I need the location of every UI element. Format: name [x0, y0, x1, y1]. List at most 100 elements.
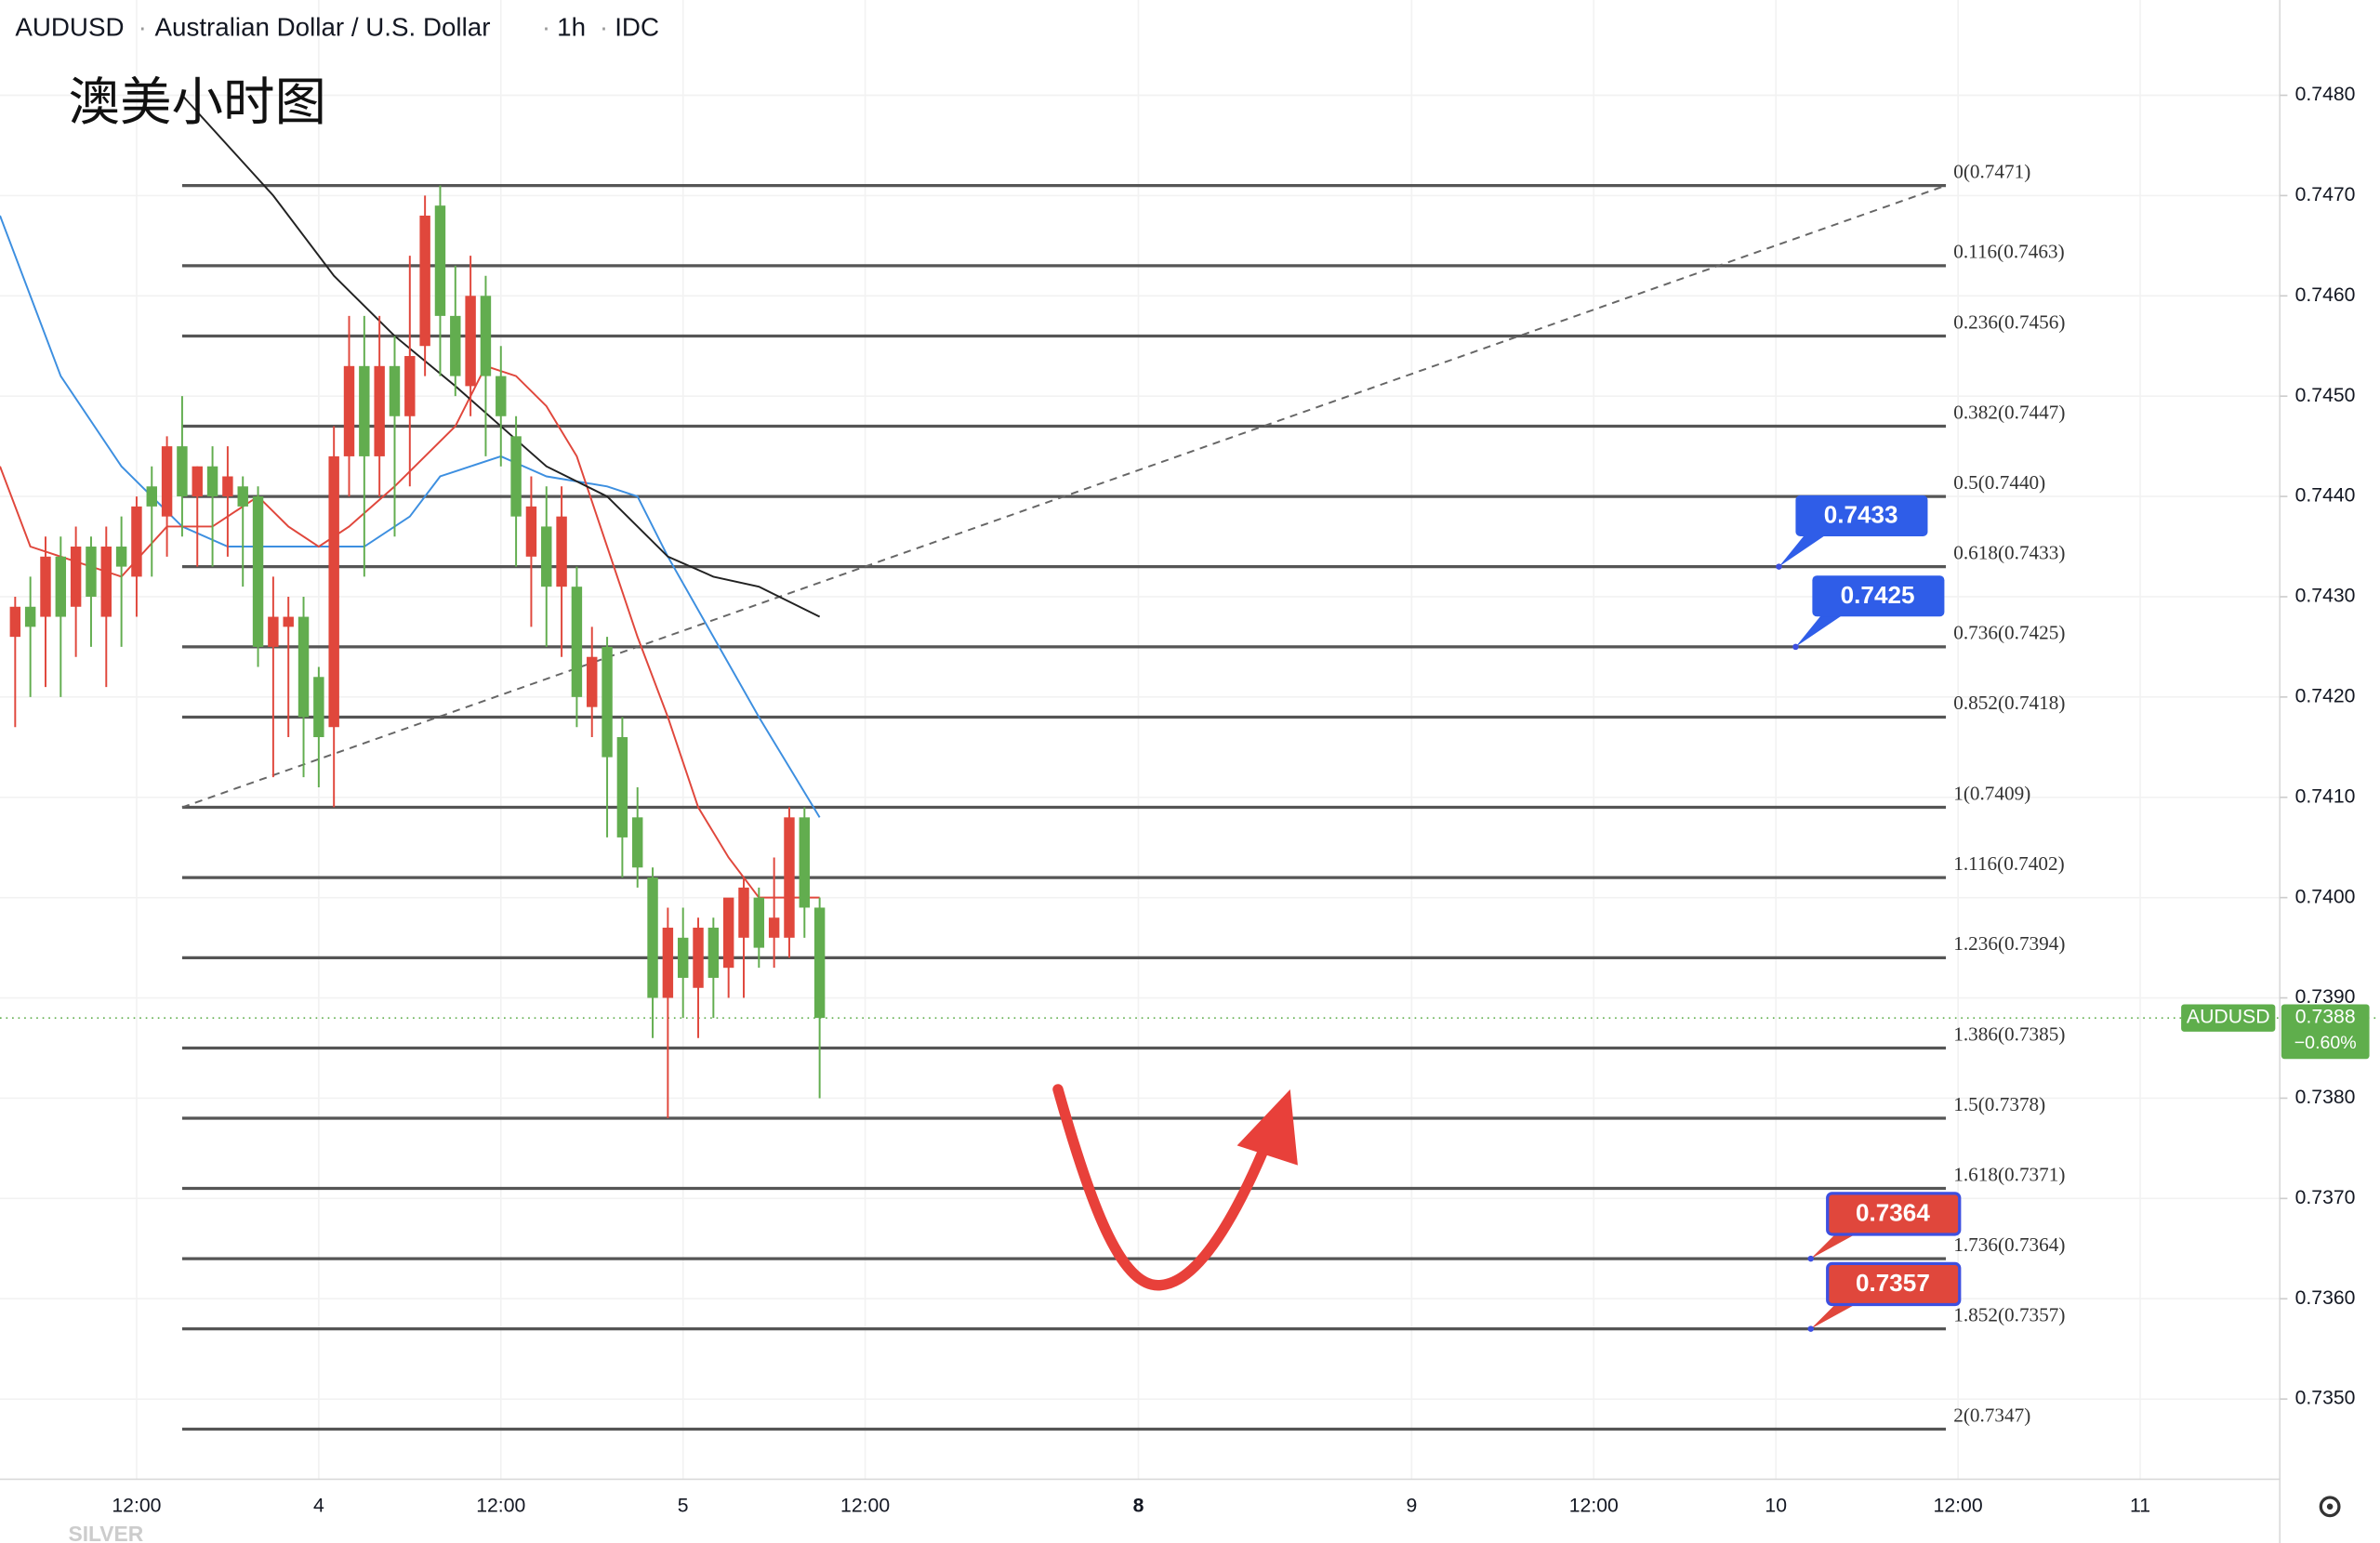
x-tick-label: 12:00 [1569, 1495, 1619, 1516]
candle-body [510, 436, 522, 517]
candle-body [131, 506, 142, 577]
callout-anchor [1807, 1325, 1815, 1332]
callout-anchor [1807, 1255, 1815, 1262]
candle-body [389, 365, 401, 416]
candle-body [9, 606, 21, 638]
trend-line [181, 184, 1947, 809]
callout-box [1826, 1261, 1962, 1307]
callout-value: 0.7425 [1841, 581, 1915, 609]
grid [0, 0, 2281, 1480]
candle-body [374, 365, 385, 456]
x-tick-label: 10 [1765, 1495, 1787, 1516]
description: Australian Dollar / U.S. Dollar [155, 12, 491, 41]
candle-body [556, 516, 567, 587]
candle-body [359, 365, 370, 456]
fib-label: 0.618(0.7433) [1953, 541, 2065, 563]
fib-label: 1.852(0.7357) [1953, 1303, 2065, 1325]
candle-body [677, 937, 689, 978]
candle-body [100, 547, 112, 617]
candle-body [328, 455, 339, 728]
callout-pointer [1810, 1233, 1858, 1259]
symbol-tag-text: AUDUSD [2187, 1007, 2270, 1028]
fib-label: 0.5(0.7440) [1953, 471, 2045, 494]
separator: · [542, 12, 550, 41]
callout-box [1812, 575, 1945, 617]
fib-label: 1.386(0.7385) [1953, 1022, 2065, 1045]
candle-body [313, 677, 324, 738]
x-tick-label: 5 [678, 1495, 689, 1516]
candle-body [480, 296, 492, 376]
candle-body [662, 928, 674, 998]
fib-label: 1.5(0.7378) [1953, 1093, 2045, 1115]
y-tick-label: 0.7400 [2295, 886, 2356, 907]
symbol-tag [2181, 1004, 2276, 1032]
y-tick-label: 0.7380 [2295, 1087, 2356, 1108]
chart-title: 澳美小时图 [68, 73, 326, 131]
x-tick-label: 12:00 [1934, 1495, 1983, 1516]
price-tag [2281, 1004, 2370, 1060]
candle-body [707, 928, 720, 978]
candle-body [722, 897, 734, 969]
settings-icon[interactable] [2319, 1496, 2341, 1518]
candle-body [298, 616, 310, 718]
candle-body [343, 365, 355, 456]
fib-label: 1.618(0.7371) [1953, 1163, 2065, 1185]
y-tick-label: 0.7350 [2295, 1388, 2356, 1409]
y-tick-label: 0.7370 [2295, 1187, 2356, 1208]
candle-body [237, 486, 248, 507]
callout-pointer [1810, 1302, 1858, 1329]
annotation-arrow [1052, 1084, 1273, 1291]
candle-body [434, 205, 446, 316]
candle-body [496, 376, 507, 416]
candle-body [450, 315, 461, 376]
gear [2319, 1496, 2341, 1518]
candle-body [738, 887, 749, 938]
x-tick-label: 9 [1406, 1495, 1417, 1516]
candle-body [813, 907, 826, 1019]
candle-body [647, 877, 658, 998]
callout-pointer [1795, 614, 1844, 647]
fib-label: 1.236(0.7394) [1953, 932, 2065, 955]
x-tick-label: 12:00 [840, 1495, 890, 1516]
candle-body [587, 656, 598, 707]
fib-label: 0.382(0.7447) [1953, 401, 2065, 423]
symbol: AUDUSD [15, 12, 124, 41]
candle-body [24, 606, 36, 627]
candle-body [465, 296, 476, 387]
x-tick-label: 4 [313, 1495, 324, 1516]
y-tick-label: 0.7360 [2295, 1287, 2356, 1309]
x-tick-label: 8 [1133, 1495, 1144, 1516]
price-tag-value: 0.7388 [2295, 1007, 2356, 1028]
annotation-arrowhead [1236, 1088, 1298, 1166]
candle-body [70, 547, 82, 607]
fib-label: 1(0.7409) [1953, 782, 2030, 804]
callout-box [1826, 1192, 1962, 1236]
candle-body [161, 446, 173, 517]
y-tick-label: 0.7450 [2295, 385, 2356, 406]
moving-average [181, 94, 821, 618]
candle-body [799, 817, 811, 908]
callout-value: 0.7433 [1824, 501, 1898, 529]
candle-body [541, 526, 552, 587]
source: IDC [615, 12, 659, 41]
candle-body [753, 897, 765, 948]
candle-body [222, 476, 233, 497]
callout-pointer [1778, 534, 1827, 567]
candle-body [768, 917, 780, 938]
candle-body [40, 556, 51, 617]
candle-body [404, 356, 416, 416]
y-tick-label: 0.7460 [2295, 284, 2356, 306]
y-tick-label: 0.7410 [2295, 785, 2356, 807]
candle-body [571, 587, 583, 697]
fib-label: 1.736(0.7364) [1953, 1233, 2065, 1256]
fib-label: 0.736(0.7425) [1953, 622, 2065, 644]
candle-body [146, 486, 157, 507]
y-tick-label: 0.7480 [2295, 84, 2356, 105]
candle-body [192, 466, 203, 497]
y-tick-label: 0.7470 [2295, 184, 2356, 205]
x-tick-label: 12:00 [476, 1495, 525, 1516]
y-tick-label: 0.7390 [2295, 986, 2356, 1008]
candle-body [283, 616, 294, 627]
